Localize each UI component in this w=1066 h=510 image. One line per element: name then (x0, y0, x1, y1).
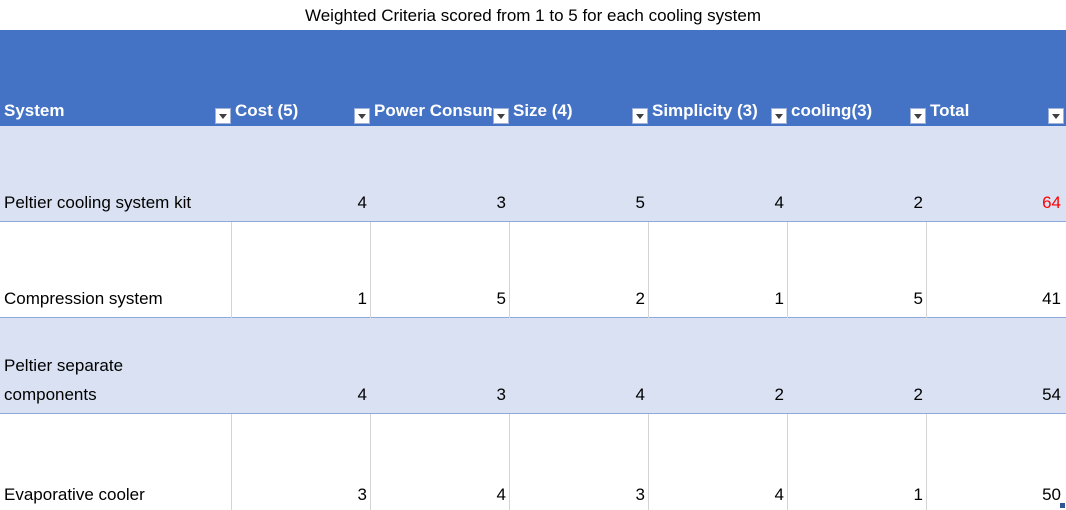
cell-size[interactable]: 2 (635, 289, 645, 308)
header-size: Size (4) (513, 101, 573, 120)
cell-cost[interactable]: 3 (357, 485, 367, 504)
cell-cooling[interactable]: 5 (913, 289, 923, 308)
filter-dropdown-icon-size[interactable] (632, 108, 648, 124)
column-gridline (787, 222, 788, 318)
filter-dropdown-icon-system[interactable] (215, 108, 231, 124)
cell-total[interactable]: 64 (1042, 193, 1061, 212)
cell-cooling[interactable]: 2 (913, 385, 923, 404)
cell-size[interactable]: 5 (635, 193, 645, 212)
cell-simplicity[interactable]: 4 (774, 193, 784, 212)
filter-dropdown-icon-cooling[interactable] (910, 108, 926, 124)
cell-cooling[interactable]: 1 (913, 485, 923, 504)
filter-dropdown-icon-simplicity[interactable] (771, 108, 787, 124)
column-gridline (926, 222, 927, 318)
cell-simplicity[interactable]: 2 (774, 385, 784, 404)
cell-size[interactable]: 4 (635, 385, 645, 404)
column-gridline (787, 414, 788, 510)
column-gridline (648, 222, 649, 318)
table-resize-handle[interactable] (1060, 503, 1065, 508)
cell-system[interactable]: Peltier cooling system kit (4, 193, 192, 212)
header-cost: Cost (5) (235, 101, 299, 120)
table-row[interactable]: Compression system 1 5 2 1 5 41 (0, 222, 1066, 318)
column-gridline (370, 222, 371, 318)
column-gridline (370, 414, 371, 510)
cell-total[interactable]: 54 (1042, 385, 1061, 404)
cell-cooling[interactable]: 2 (913, 193, 923, 212)
cell-cost[interactable]: 4 (357, 385, 367, 404)
header-cooling: cooling(3) (791, 101, 873, 120)
header-total: Total (930, 101, 970, 120)
cell-cost[interactable]: 4 (357, 193, 367, 212)
column-gridline (231, 222, 232, 318)
column-gridline (509, 222, 510, 318)
cell-power[interactable]: 5 (496, 289, 506, 308)
cell-total[interactable]: 50 (1042, 485, 1061, 504)
cell-system[interactable]: Evaporative cooler (4, 485, 145, 504)
cell-simplicity[interactable]: 1 (774, 289, 784, 308)
cell-power[interactable]: 4 (496, 485, 506, 504)
column-gridline (926, 414, 927, 510)
cell-cost[interactable]: 1 (357, 289, 367, 308)
column-gridline (509, 414, 510, 510)
column-gridline (231, 414, 232, 510)
cell-power[interactable]: 3 (496, 193, 506, 212)
header-simplicity: Simplicity (3) (652, 101, 758, 120)
column-gridline (648, 414, 649, 510)
filter-dropdown-icon-power[interactable] (493, 108, 509, 124)
filter-dropdown-icon-total[interactable] (1048, 108, 1064, 124)
cell-size[interactable]: 3 (635, 485, 645, 504)
cell-total[interactable]: 41 (1042, 289, 1061, 308)
cell-system[interactable]: Compression system (4, 289, 163, 308)
table-row[interactable]: Peltier separate components 4 3 4 2 2 54 (0, 318, 1066, 414)
header-system: System (4, 101, 65, 120)
cell-system[interactable]: Peltier separate components (4, 356, 124, 404)
cell-power[interactable]: 3 (496, 385, 506, 404)
cell-simplicity[interactable]: 4 (774, 485, 784, 504)
table-header: System Cost (5) Power Consumption Size (… (0, 30, 1066, 126)
table-row[interactable]: Peltier cooling system kit 4 3 5 4 2 64 (0, 126, 1066, 222)
header-power-consumption: Power Consumption (374, 101, 492, 120)
table-row[interactable]: Evaporative cooler 3 4 3 4 1 50 (0, 414, 1066, 510)
filter-dropdown-icon-cost[interactable] (354, 108, 370, 124)
table-title: Weighted Criteria scored from 1 to 5 for… (304, 6, 762, 25)
